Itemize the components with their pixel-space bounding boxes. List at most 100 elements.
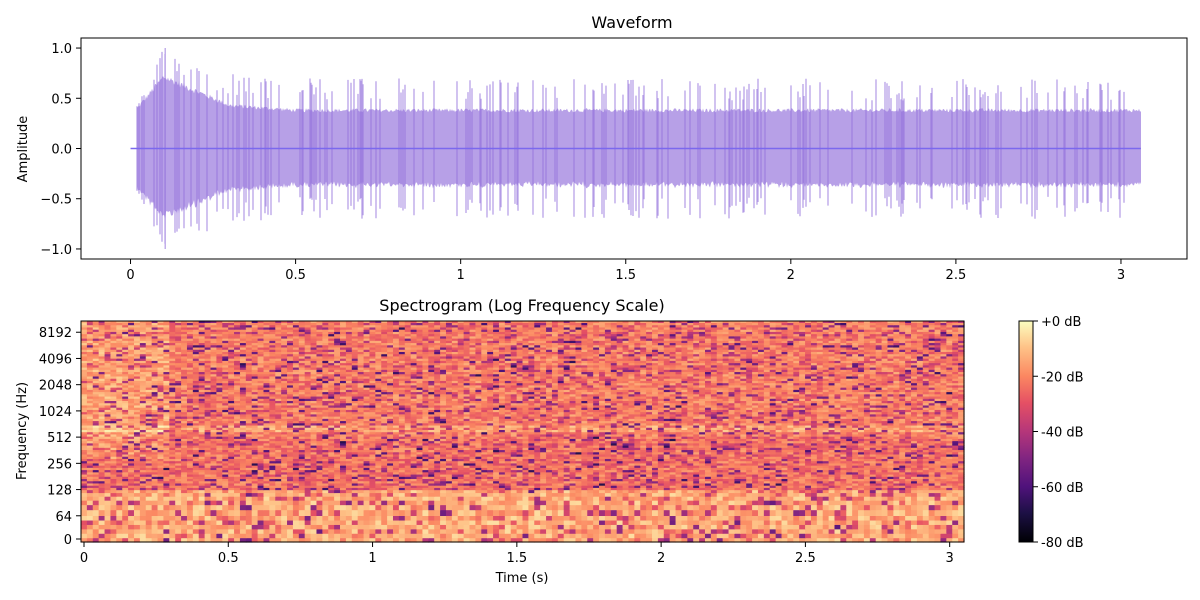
spectrogram-cell <box>622 533 630 539</box>
spectrogram-cell <box>528 462 535 466</box>
spectrogram-cell <box>599 515 606 521</box>
spectrogram-cell <box>292 496 300 501</box>
spectrogram-cell <box>858 467 865 471</box>
spectrogram-cell <box>422 519 429 525</box>
spectrogram-cell <box>604 509 612 517</box>
spectrogram-cell <box>345 476 353 480</box>
spectrogram-cell <box>422 537 429 543</box>
spectrogram-cell <box>369 537 376 543</box>
spectrogram-cell <box>381 489 388 494</box>
spectrogram-cell <box>704 504 712 511</box>
spectrogram-cell <box>298 528 306 534</box>
spectrogram-cell <box>663 515 671 521</box>
spectrogram-cell <box>769 524 777 530</box>
spectrogram-cell <box>675 492 683 497</box>
spectrogram-cell <box>322 492 329 497</box>
spectrogram-cell <box>169 500 176 506</box>
spectrogram-cell <box>351 473 359 477</box>
spectrogram-cell <box>734 500 741 506</box>
spectrogram-cell <box>304 533 312 539</box>
spectrogram-cell <box>810 482 818 486</box>
spectrogram-cell <box>863 473 871 477</box>
spectrogram-cell <box>793 537 800 543</box>
spectrogram-cell <box>810 528 818 534</box>
spectrogram-cell <box>304 504 312 511</box>
spectrogram-cell <box>587 471 594 475</box>
spectrogram-cell <box>575 465 582 468</box>
spectrogram-cell <box>381 528 388 534</box>
spectrogram-cell <box>863 471 871 475</box>
spectrogram-cell <box>428 489 435 494</box>
spectrogram-cell <box>763 524 771 530</box>
spectrogram-cell <box>704 478 712 482</box>
spectrogram-cell <box>958 469 965 473</box>
spectrogram-cell <box>440 504 447 511</box>
spectrogram-cell <box>469 476 477 480</box>
spectrogram-cell <box>840 465 847 468</box>
spectrogram-cell <box>699 504 706 511</box>
spectrogram-cell <box>281 524 288 530</box>
spectrogram-cell <box>540 489 547 494</box>
spectrogram-cell <box>392 500 400 506</box>
spectrogram-cell <box>239 519 247 525</box>
spectrogram-cell <box>763 471 771 475</box>
spectrogram-cell <box>934 489 942 494</box>
spectrogram-cell <box>911 533 918 539</box>
spectrogram-cell <box>716 482 724 486</box>
spectrogram-cell <box>81 528 88 534</box>
spectrogram-cell <box>157 473 165 477</box>
spectrogram-cell <box>510 482 518 486</box>
spectrogram-cell <box>451 509 459 517</box>
spectrogram-cell <box>257 476 265 480</box>
spectrogram-cell <box>186 471 194 475</box>
spectrogram-cell <box>628 492 635 497</box>
spectrogram-cell <box>646 537 653 543</box>
spectrogram-cell <box>916 485 924 488</box>
spectrogram-cell <box>445 533 453 539</box>
spectrogram-cell <box>557 471 565 475</box>
spectrogram-cell <box>863 480 871 484</box>
spectrogram-cell <box>528 478 535 482</box>
spectrogram-cell <box>104 515 112 521</box>
spectrogram-cell <box>769 492 777 497</box>
spectrogram-cell <box>799 528 806 534</box>
spectrogram-cell <box>546 478 553 482</box>
spectrogram-cell <box>163 500 170 506</box>
spectrogram-cell <box>345 460 353 464</box>
spectrogram-cell <box>740 485 747 488</box>
spectrogram-cell <box>958 467 965 471</box>
spectrogram-cell <box>840 528 847 534</box>
spectrogram-cell <box>546 519 553 525</box>
spectrogram-cell <box>710 500 718 506</box>
spectrogram-cell <box>610 467 618 471</box>
spectrogram-cell <box>381 467 388 471</box>
spectrogram-cell <box>822 489 830 494</box>
spectrogram-cell <box>952 487 959 491</box>
spectrogram-cell <box>769 489 777 494</box>
spectrogram-cell <box>893 533 900 539</box>
spectrogram-cell <box>710 492 718 497</box>
spectrogram-cell <box>534 524 541 530</box>
spectrogram-cell <box>699 485 706 488</box>
spectrogram-cell <box>716 478 724 482</box>
spectrogram-cell <box>310 478 318 482</box>
spectrogram-cell <box>487 537 494 543</box>
spectrogram-cell <box>681 465 688 468</box>
spectrogram-cell <box>404 515 412 521</box>
spectrogram-cell <box>734 482 741 486</box>
spectrogram-cell <box>581 504 588 511</box>
spectrogram-cell <box>469 537 477 543</box>
spectrogram-cell <box>440 496 447 501</box>
spectrogram-cell <box>710 462 718 466</box>
spectrogram-cell <box>799 504 806 511</box>
spectrogram-cell <box>122 489 129 494</box>
spectrogram-cell <box>245 533 253 539</box>
spectrogram-cell <box>722 471 730 475</box>
spectrogram-cell <box>722 462 730 466</box>
spectrogram-cell <box>133 509 141 517</box>
spectrogram-cell <box>616 496 624 501</box>
spectrogram-cell <box>881 519 889 525</box>
spectrogram-cell <box>245 496 253 501</box>
spectrogram-cell <box>952 482 959 486</box>
spectrogram-cell <box>693 492 700 497</box>
